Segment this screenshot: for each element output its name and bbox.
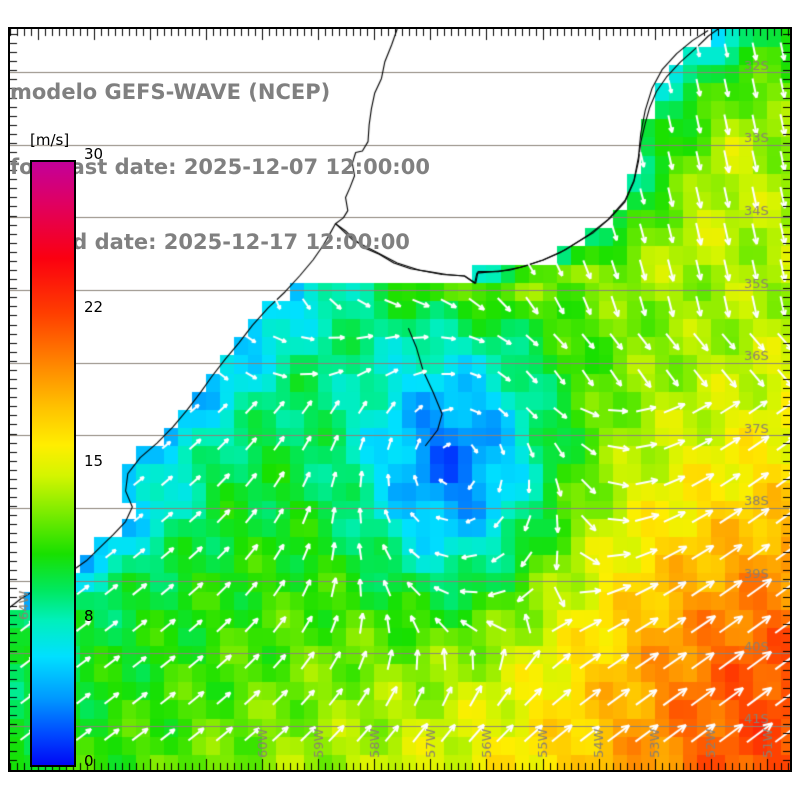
colorbar-tick-15: 15 xyxy=(84,452,104,470)
wind-speed-heatmap-canvas[interactable] xyxy=(10,29,790,770)
colorbar-unit-label: [m/s] xyxy=(30,131,70,149)
map-frame[interactable] xyxy=(8,27,792,772)
colorbar-tick-30: 30 xyxy=(84,145,104,163)
colorbar-gradient xyxy=(30,160,76,767)
chart-title-block: modelo GEFS-WAVE (NCEP) forecast date: 2… xyxy=(10,30,430,305)
colorbar-tick-0: 0 xyxy=(84,752,94,770)
model-title: modelo GEFS-WAVE (NCEP) xyxy=(10,80,331,104)
colorbar-tick-22: 22 xyxy=(84,298,104,316)
colorbar-tick-8: 8 xyxy=(84,607,94,625)
